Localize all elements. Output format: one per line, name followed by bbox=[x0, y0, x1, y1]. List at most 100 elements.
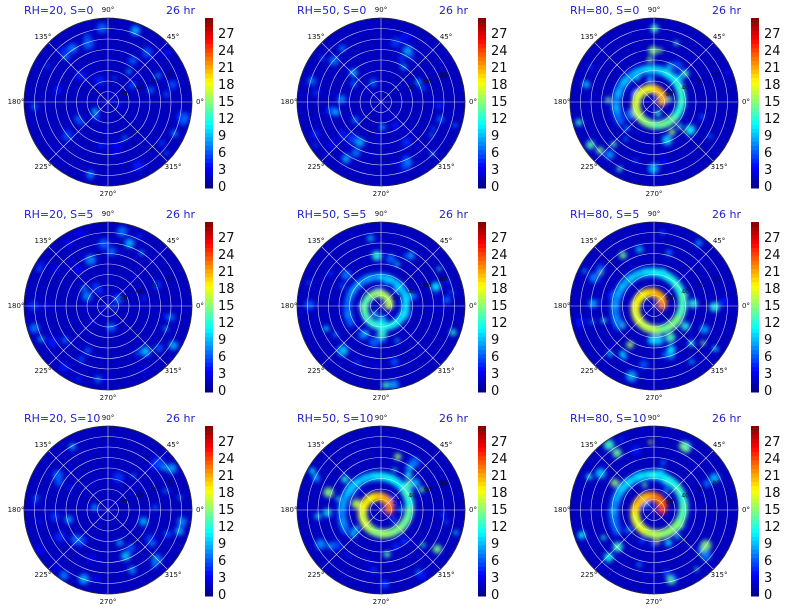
grid-spoke bbox=[48, 450, 109, 511]
colorbar-segment bbox=[478, 222, 486, 227]
field-cell bbox=[595, 468, 606, 479]
colorbar-segment bbox=[205, 285, 213, 291]
colorbar-tick-label: 24 bbox=[764, 248, 781, 263]
colorbar-segment bbox=[478, 277, 486, 282]
colorbar-segment bbox=[751, 370, 759, 376]
field-cell bbox=[175, 526, 184, 536]
field-cell bbox=[341, 525, 351, 535]
colorbar-segment bbox=[205, 111, 213, 117]
field-cell bbox=[96, 22, 108, 34]
colorbar-segment bbox=[205, 86, 213, 91]
colorbar-tick-label: 15 bbox=[218, 503, 235, 518]
colorbar-segment bbox=[205, 18, 213, 23]
field-cell bbox=[51, 265, 59, 273]
colorbar-segment bbox=[205, 128, 213, 134]
colorbar-segment bbox=[205, 132, 213, 138]
colorbar-tick-label: 21 bbox=[764, 265, 781, 280]
panel-time-label: 26 hr bbox=[439, 208, 468, 221]
panel-time-label: 26 hr bbox=[166, 4, 195, 17]
colorbar-segment bbox=[751, 315, 759, 321]
angle-tick-label: 0° bbox=[742, 302, 750, 310]
angle-tick-label: 90° bbox=[647, 210, 661, 218]
colorbar-segment bbox=[205, 511, 213, 516]
colorbar-segment bbox=[478, 162, 486, 168]
panel-time-label: 26 hr bbox=[712, 412, 741, 425]
colorbar-segment bbox=[205, 366, 213, 372]
grid-spoke bbox=[653, 509, 714, 570]
colorbar-tick-label: 24 bbox=[218, 44, 235, 59]
colorbar-segment bbox=[205, 64, 213, 70]
colorbar-segment bbox=[751, 64, 759, 70]
colorbar-segment bbox=[751, 243, 759, 248]
colorbar-segment bbox=[205, 353, 213, 359]
colorbar-segment bbox=[751, 137, 759, 142]
field-cell bbox=[149, 536, 157, 544]
colorbar-segment bbox=[751, 30, 759, 36]
colorbar-tick-label: 0 bbox=[491, 180, 500, 195]
field-cell bbox=[688, 359, 695, 365]
colorbar-segment bbox=[751, 460, 759, 465]
colorbar-segment bbox=[751, 56, 759, 61]
colorbar-segment bbox=[478, 86, 486, 91]
colorbar-segment bbox=[205, 69, 213, 74]
field-cell bbox=[709, 472, 720, 484]
colorbar-segment bbox=[751, 298, 759, 304]
colorbar-tick-label: 0 bbox=[491, 384, 500, 399]
colorbar-segment bbox=[478, 30, 486, 36]
colorbar-segment bbox=[751, 528, 759, 533]
colorbar-tick-label: 3 bbox=[764, 367, 773, 382]
field-cell bbox=[128, 81, 137, 90]
field-cell bbox=[402, 45, 413, 56]
colorbar-segment bbox=[478, 120, 486, 125]
colorbar-segment bbox=[478, 362, 486, 367]
colorbar-segment bbox=[205, 345, 213, 350]
field-cell bbox=[75, 228, 85, 238]
colorbar-segment bbox=[751, 120, 759, 125]
field-cell bbox=[337, 95, 346, 104]
colorbar-segment bbox=[751, 94, 759, 100]
colorbar-segment bbox=[751, 532, 759, 537]
field-cell bbox=[647, 56, 653, 63]
angle-tick-label: 270° bbox=[372, 190, 390, 198]
field-cell bbox=[624, 109, 636, 120]
colorbar-tick-label: 3 bbox=[491, 571, 500, 586]
colorbar-segment bbox=[478, 145, 486, 151]
colorbar-segment bbox=[478, 154, 486, 159]
angle-tick-label: 0° bbox=[469, 98, 477, 106]
field-cell bbox=[712, 346, 718, 352]
colorbar-segment bbox=[478, 545, 486, 550]
colorbar-segment bbox=[478, 579, 486, 584]
colorbar-segment bbox=[205, 183, 213, 189]
field-cell bbox=[52, 563, 59, 570]
radial-tick-label: 60 bbox=[151, 282, 159, 289]
colorbar-segment bbox=[478, 591, 486, 597]
field-cell bbox=[665, 249, 673, 257]
colorbar-tick-label: 6 bbox=[491, 350, 500, 365]
colorbar-segment bbox=[205, 583, 213, 588]
angle-tick-label: 90° bbox=[101, 6, 115, 14]
field-cell bbox=[395, 261, 400, 267]
field-cell bbox=[111, 151, 118, 158]
field-cell bbox=[355, 137, 365, 148]
colorbar-segment bbox=[751, 494, 759, 499]
colorbar-segment bbox=[751, 362, 759, 367]
angle-tick-label: 0° bbox=[469, 506, 477, 514]
field-cell bbox=[52, 469, 64, 481]
angle-tick-label: 270° bbox=[372, 394, 390, 402]
field-cell bbox=[307, 76, 317, 86]
grid-spoke bbox=[653, 101, 714, 162]
field-cell bbox=[369, 337, 380, 348]
field-cell bbox=[332, 109, 340, 116]
colorbar-tick-label: 18 bbox=[218, 282, 235, 297]
colorbar-segment bbox=[205, 379, 213, 384]
polar-outline bbox=[296, 221, 466, 391]
colorbar-segment bbox=[478, 481, 486, 486]
colorbar-segment bbox=[478, 485, 486, 491]
angle-tick-label: 180° bbox=[280, 98, 298, 106]
colorbar-tick-label: 15 bbox=[218, 95, 235, 110]
colorbar-segment bbox=[751, 502, 759, 508]
radial-tick-label: 60 bbox=[697, 486, 705, 493]
colorbar-segment bbox=[478, 18, 486, 23]
grid-spoke bbox=[594, 101, 655, 162]
field-cell bbox=[667, 352, 675, 360]
